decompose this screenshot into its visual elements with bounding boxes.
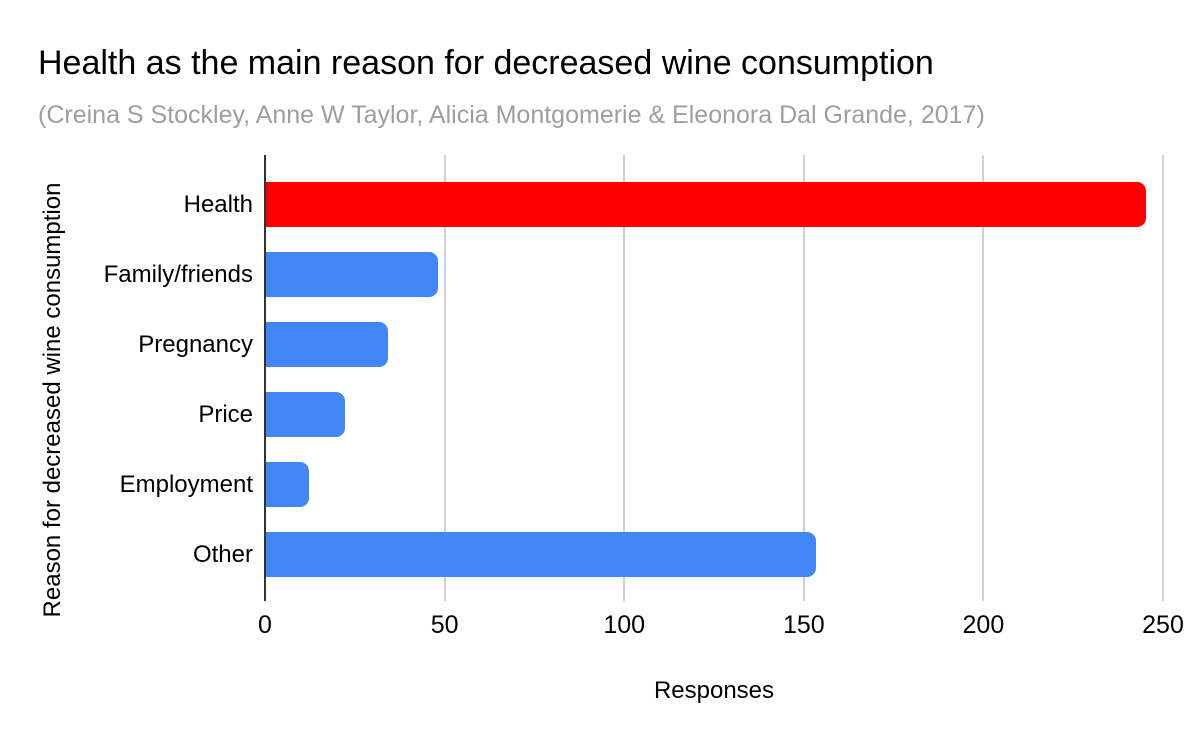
- x-tick-label-100: 100: [603, 611, 646, 639]
- chart-subtitle: (Creina S Stockley, Anne W Taylor, Alici…: [38, 101, 985, 129]
- bar-family-friends: [266, 252, 439, 297]
- gridline-200: [982, 155, 985, 601]
- plot-area: [264, 155, 1164, 601]
- x-tick-label-200: 200: [962, 611, 1005, 639]
- bar-pregnancy: [266, 322, 389, 367]
- x-tick-label-150: 150: [782, 611, 825, 639]
- chart-title: Health as the main reason for decreased …: [38, 44, 934, 82]
- bar-employment: [266, 462, 310, 507]
- category-label-family-friends: Family/friends: [103, 261, 253, 288]
- gridline-50: [443, 155, 446, 601]
- category-label-pregnancy: Pregnancy: [138, 331, 253, 358]
- category-label-price: Price: [198, 401, 253, 428]
- bar-health: [266, 182, 1147, 227]
- bar-price: [266, 392, 346, 437]
- category-label-other: Other: [192, 541, 253, 568]
- category-label-health: Health: [183, 191, 253, 218]
- y-axis-line: [264, 155, 266, 601]
- gridline-250: [1162, 155, 1164, 601]
- x-tick-label-50: 50: [430, 611, 459, 639]
- x-tick-label-250: 250: [1142, 611, 1184, 639]
- gridline-100: [623, 155, 626, 601]
- x-tick-label-0: 0: [258, 611, 272, 639]
- bar-other: [266, 532, 816, 577]
- category-label-employment: Employment: [119, 471, 253, 498]
- gridline-150: [802, 155, 805, 601]
- x-axis-title: Responses: [653, 677, 775, 704]
